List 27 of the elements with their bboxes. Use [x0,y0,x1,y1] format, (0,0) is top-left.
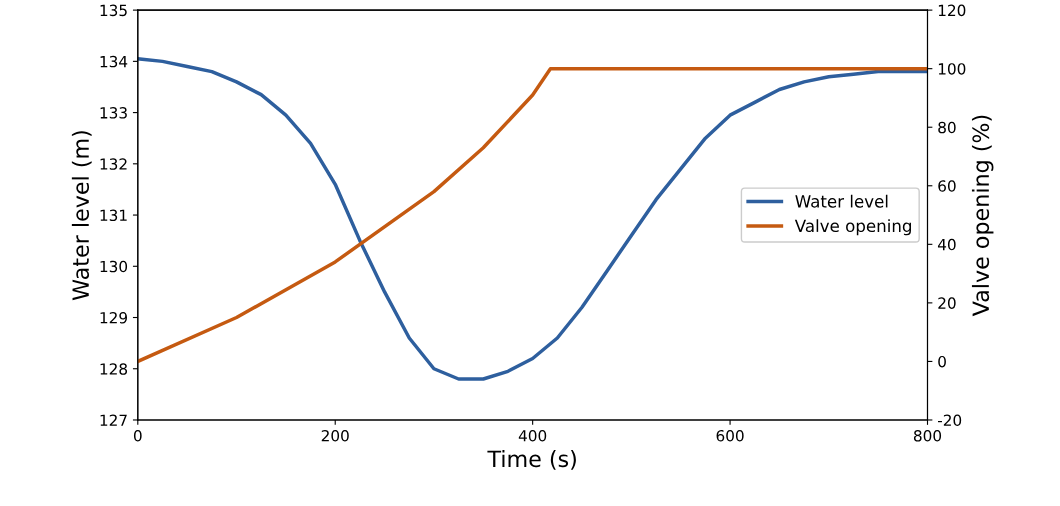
x-tick-label: 600 [716,429,744,442]
y-tick-label: 134 [100,55,128,68]
y2-tick-label: 40 [937,238,956,251]
legend-label: Water level [795,194,888,208]
y-tick-label: 130 [100,260,128,273]
y2-tick-label: 120 [938,4,966,17]
x-tick-label: 200 [321,429,349,442]
y2-axis-title: Valve opening (%) [971,115,994,317]
y2-tick-label: 20 [938,297,956,309]
x-axis-title: Time (s) [487,450,576,470]
legend-label: Valve opening [794,219,911,236]
y2-tick-label: 80 [938,121,956,134]
y2-tick-label: 60 [938,180,956,192]
y2-tick-label: 100 [938,63,966,75]
x-tick-label: 0 [133,429,142,442]
y-tick-label: 133 [100,107,127,119]
y-tick-label: 129 [100,311,127,324]
y2-tick-label: -20 [937,414,962,426]
x-tick-label: 800 [913,429,942,442]
y-tick-label: 127 [100,414,127,426]
y-tick-label: 135 [100,4,127,17]
y-tick-label: 132 [100,158,127,170]
x-tick-label: 400 [518,429,547,442]
y2-tick-label: 0 [938,355,946,368]
y-axis-title: Water level (m) [71,131,92,301]
y-tick-label: 131 [100,209,127,222]
y-tick-label: 128 [100,363,128,375]
